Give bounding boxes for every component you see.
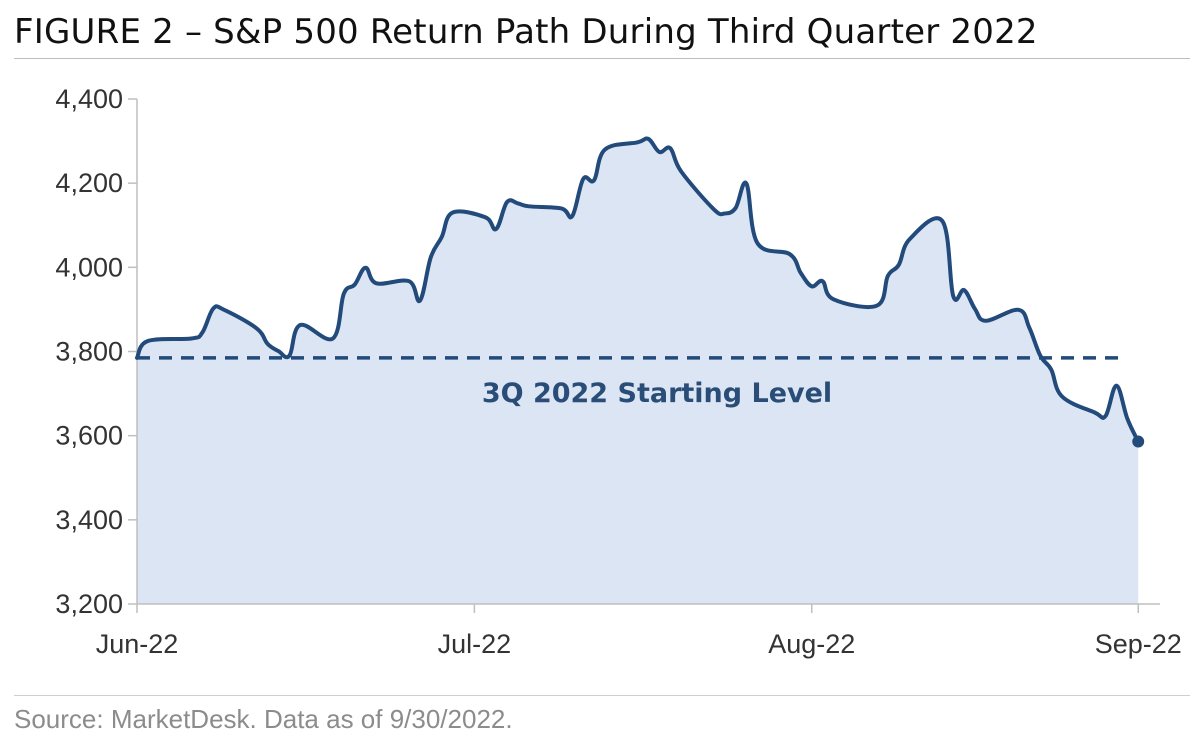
y-tick-label: 3,200 — [55, 589, 123, 619]
chart-title: FIGURE 2 – S&P 500 Return Path During Th… — [14, 12, 1038, 52]
y-tick-label: 3,600 — [55, 421, 123, 451]
area-fill — [137, 138, 1139, 605]
y-tick-label: 3,400 — [55, 505, 123, 535]
line-layer — [135, 136, 1145, 448]
x-tick-label: Jul-22 — [438, 629, 512, 659]
y-tick-label: 4,200 — [55, 168, 123, 198]
y-tick-label: 4,000 — [55, 252, 123, 282]
axis-layer: 3,200 3,400 3,600 3,800 4,000 4,200 4,400 Jun-2… — [55, 84, 1181, 659]
sp500-line — [135, 136, 1141, 444]
x-tick-label: Jun-22 — [96, 629, 179, 659]
title-divider — [14, 58, 1190, 59]
footer-divider — [14, 695, 1190, 696]
y-tick-label: 4,400 — [55, 84, 123, 114]
source-note: Source: MarketDesk. Data as of 9/30/2022… — [14, 704, 513, 734]
x-tick-label: Sep-22 — [1095, 629, 1182, 659]
end-point-marker — [1132, 435, 1145, 448]
y-tick-label: 3,800 — [55, 337, 123, 367]
label-layer: 3Q 2022 Starting Level — [482, 378, 832, 409]
area-layer — [137, 138, 1139, 605]
x-tick-label: Aug-22 — [768, 629, 855, 659]
starting-level-label: 3Q 2022 Starting Level — [482, 378, 832, 409]
